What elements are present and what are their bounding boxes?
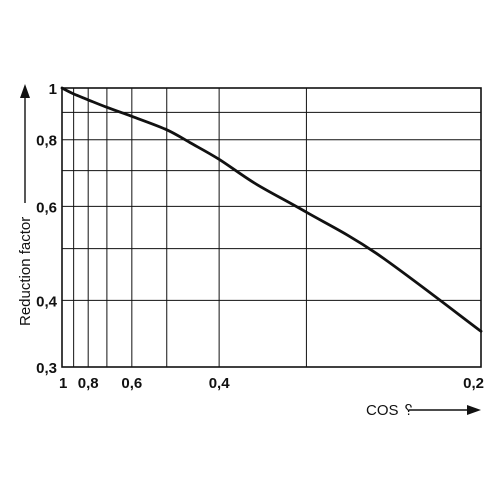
x-axis-label: COS ␦ — [366, 402, 415, 419]
y-tick-label: 1 — [49, 81, 57, 98]
y-axis-title: Reduction factor — [17, 84, 34, 326]
y-tick-labels: 1 0,8 0,6 0,4 0,3 — [36, 81, 58, 377]
x-axis-title: COS ␦ — [366, 402, 481, 419]
x-tick-label: 1 — [59, 375, 67, 392]
reduction-factor-curve — [60, 86, 483, 333]
x-tick-labels: 1 0,8 0,6 0,4 0,2 — [59, 375, 484, 392]
x-tick-label: 0,2 — [463, 375, 484, 392]
y-tick-label: 0,3 — [36, 360, 57, 377]
y-tick-label: 0,8 — [36, 133, 57, 150]
plot-border — [61, 87, 482, 368]
plot-frame — [61, 87, 482, 368]
x-axis-arrowhead-icon — [467, 405, 481, 415]
y-tick-label: 0,4 — [36, 293, 58, 310]
y-tick-label: 0,6 — [36, 199, 57, 216]
x-tick-label: 0,8 — [78, 375, 99, 392]
grid — [62, 88, 481, 367]
y-axis-arrowhead-icon — [20, 84, 30, 98]
series-layer — [60, 86, 483, 333]
y-axis-label: Reduction factor — [17, 217, 34, 326]
x-tick-label: 0,4 — [209, 375, 231, 392]
x-tick-label: 0,6 — [121, 375, 142, 392]
